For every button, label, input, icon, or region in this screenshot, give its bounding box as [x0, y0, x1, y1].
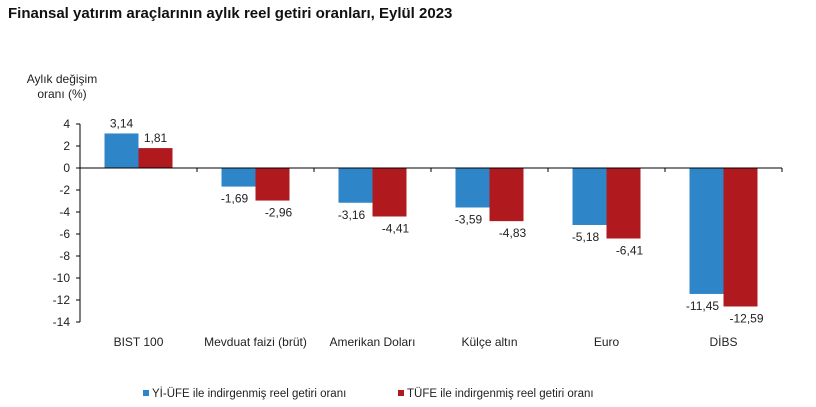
y-tick-label: -14: [53, 315, 71, 329]
data-label: -3,59: [455, 212, 483, 226]
bar-yiufe: [572, 168, 607, 225]
y-tick-label: 4: [63, 117, 70, 131]
legend-swatch: [143, 390, 149, 396]
bar-yiufe: [104, 133, 139, 168]
data-label: -4,83: [499, 226, 527, 240]
data-label: 1,81: [144, 131, 168, 145]
y-axis-label: oranı (%): [37, 87, 86, 101]
legend-label: TÜFE ile indirgenmiş reel getiri oranı: [407, 388, 594, 400]
data-label: -11,45: [686, 299, 719, 313]
bar-tufe: [489, 168, 524, 222]
y-tick-label: -2: [59, 183, 70, 197]
y-tick-label: 2: [63, 139, 70, 153]
y-axis-label: Aylık değişim: [27, 72, 97, 86]
bar-tufe: [723, 168, 758, 307]
bar-yiufe: [221, 168, 256, 187]
y-tick-label: -4: [59, 205, 70, 219]
category-label: Amerikan Doları: [329, 335, 415, 349]
data-label: -2,96: [265, 206, 293, 220]
data-label: -5,18: [572, 230, 600, 244]
bar-tufe: [606, 168, 641, 239]
category-label: Euro: [594, 335, 620, 349]
y-tick-label: -10: [53, 271, 71, 285]
data-label: -3,16: [338, 208, 366, 222]
bar-tufe: [372, 168, 407, 217]
y-tick-label: -8: [59, 249, 70, 263]
data-label: -6,41: [616, 244, 644, 258]
chart-title: Finansal yatırım araçlarının aylık reel …: [8, 5, 453, 22]
bar-tufe: [138, 148, 173, 168]
data-label: -12,59: [729, 311, 763, 325]
y-tick-label: -12: [53, 293, 71, 307]
y-tick-label: -6: [59, 227, 70, 241]
y-tick-label: 0: [63, 161, 70, 175]
data-label: -4,41: [382, 222, 410, 236]
category-label: DİBS: [709, 335, 737, 349]
legend-swatch: [398, 390, 404, 396]
bar-tufe: [255, 168, 290, 201]
data-label: -1,69: [221, 192, 249, 206]
bar-yiufe: [455, 168, 490, 208]
category-label: BIST 100: [114, 335, 164, 349]
data-label: 3,14: [110, 116, 134, 130]
category-label: Külçe altın: [461, 335, 517, 349]
legend-label: Yİ-ÜFE ile indirgenmiş reel getiri oranı: [152, 387, 346, 400]
bar-yiufe: [689, 168, 724, 294]
category-label: Mevduat faizi (brüt): [204, 335, 307, 349]
bar-yiufe: [338, 168, 373, 203]
